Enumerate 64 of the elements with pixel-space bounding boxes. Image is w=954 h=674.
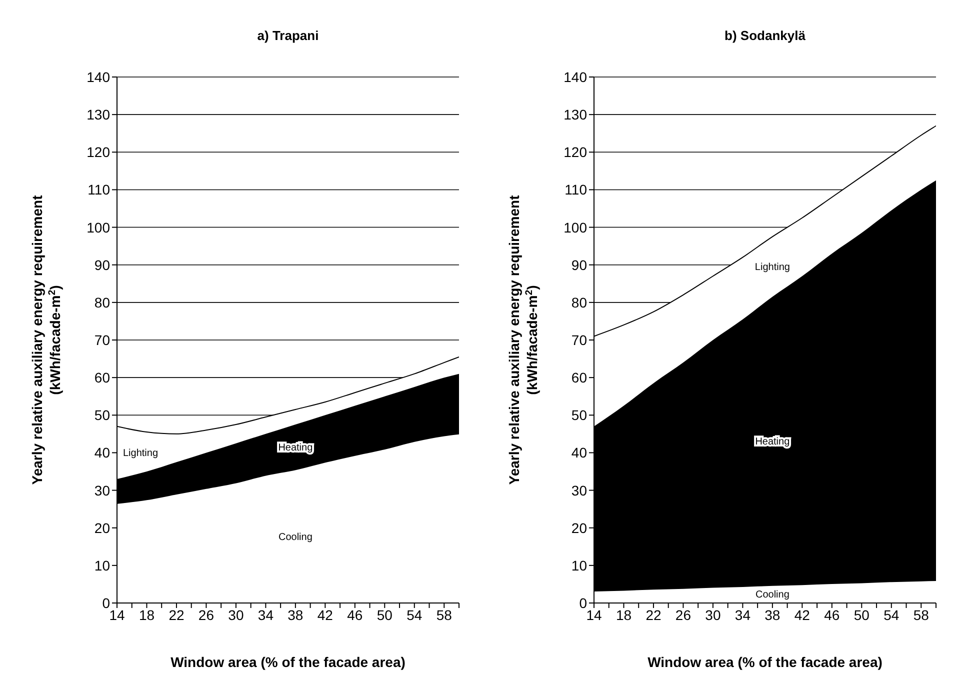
y-tick-label: 50: [94, 407, 110, 424]
y-tick-label: 100: [86, 219, 110, 236]
y-tick-label: 40: [94, 444, 110, 461]
x-tick-label: 50: [376, 606, 393, 623]
y-tick-label: 10: [571, 557, 588, 574]
x-tick-label: 54: [406, 606, 422, 623]
y-tick-label: 40: [571, 444, 588, 461]
x-axis-title: Window area (% of the facade area): [646, 654, 884, 670]
x-tick-label: 34: [258, 606, 274, 623]
y-tick-label: 70: [94, 332, 110, 348]
x-tick-label: 46: [347, 606, 363, 623]
y-tick-label: 110: [88, 182, 110, 198]
x-tick-label: 22: [168, 606, 184, 623]
x-tick-label: 46: [824, 606, 840, 623]
x-tick-label: 58: [436, 606, 452, 623]
series-label: Cooling: [755, 590, 790, 601]
y-tick-label: 90: [94, 256, 110, 273]
y-tick-label: 140: [564, 68, 588, 85]
y-tick-label: 10: [94, 557, 110, 574]
x-tick-label: 38: [764, 606, 780, 623]
series-label: Heating: [278, 442, 313, 454]
y-tick-label: 140: [86, 68, 110, 85]
y-tick-label: 70: [571, 332, 588, 348]
y-tick-label: 20: [94, 520, 110, 536]
y-tick-label: 50: [571, 407, 588, 424]
x-tick-label: 30: [228, 606, 244, 623]
series-label: Lighting: [123, 448, 158, 460]
y-tick-label: 110: [564, 182, 588, 198]
y-tick-label: 60: [94, 370, 110, 386]
chart-title: b) Sodankylä: [724, 28, 806, 43]
series-label: Cooling: [278, 532, 312, 543]
x-tick-label: 30: [705, 606, 721, 623]
y-tick-label: 80: [94, 294, 110, 310]
x-tick-label: 18: [138, 606, 155, 623]
x-tick-label: 22: [646, 606, 662, 623]
x-tick-label: 18: [616, 606, 632, 623]
chart-title: a) Trapani: [256, 28, 320, 43]
y-tick-label: 30: [94, 482, 110, 498]
x-tick-label: 58: [913, 606, 930, 623]
y-tick-label: 30: [571, 482, 588, 498]
x-tick-label: 42: [794, 606, 810, 623]
x-tick-label: 14: [109, 606, 125, 623]
y-tick-label: 20: [571, 520, 588, 536]
x-tick-label: 14: [586, 606, 602, 623]
x-tick-label: 26: [675, 606, 692, 623]
y-tick-label: 0: [579, 594, 588, 611]
x-axis-title: Window area (% of the facade area): [170, 654, 406, 670]
y-tick-label: 130: [564, 106, 588, 123]
y-tick-label: 0: [102, 594, 110, 611]
x-tick-label: 50: [854, 606, 870, 623]
series-label: Lighting: [754, 262, 790, 274]
x-tick-label: 34: [734, 606, 751, 623]
x-tick-label: 54: [884, 606, 900, 623]
y-tick-label: 120: [86, 144, 110, 160]
y-tick-label: 90: [571, 256, 588, 273]
y-tick-label: 130: [86, 106, 110, 123]
y-tick-label: 80: [571, 294, 588, 310]
x-tick-label: 42: [317, 606, 334, 623]
y-tick-label: 120: [564, 144, 588, 160]
y-tick-label: 60: [571, 370, 588, 386]
series-label: Heating: [755, 436, 790, 448]
y-tick-label: 100: [564, 219, 588, 236]
x-tick-label: 26: [198, 606, 214, 623]
x-tick-label: 38: [288, 606, 304, 623]
